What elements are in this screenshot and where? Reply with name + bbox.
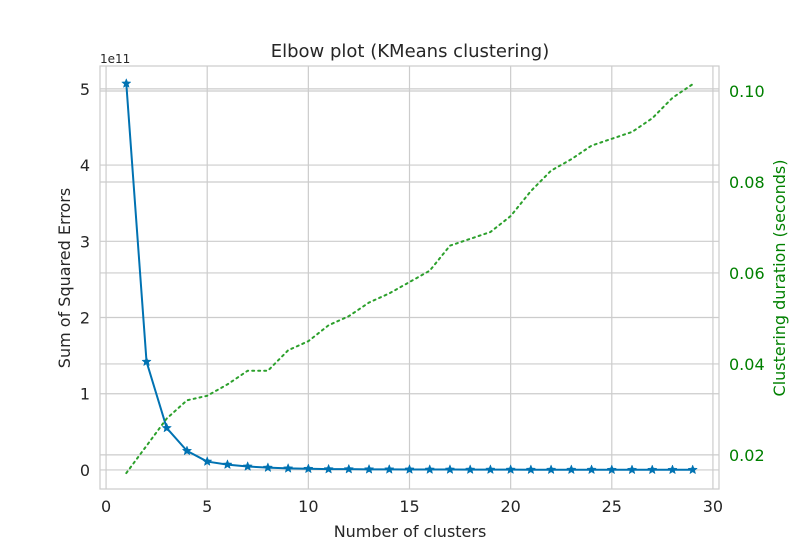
sse-point: [323, 463, 334, 474]
y2-tick-label: 0.06: [729, 264, 765, 283]
y-tick-label: 1: [80, 385, 90, 404]
sse-point: [161, 422, 172, 433]
grid-layer: [100, 66, 719, 489]
sse-point: [282, 462, 294, 473]
x-tick-label: 20: [500, 497, 520, 516]
series-layer: [121, 78, 698, 475]
sse-point: [505, 464, 516, 475]
y-tick-label: 3: [80, 232, 90, 251]
sse-point: [626, 464, 638, 475]
y-tick-label: 0: [80, 461, 90, 480]
x-tick-label: 30: [703, 497, 723, 516]
sse-point: [202, 456, 213, 466]
chart-title: Elbow plot (KMeans clustering): [271, 41, 550, 62]
y-axis-label: Sum of Squared Errors: [55, 188, 74, 368]
sse-point: [586, 464, 597, 475]
sse-point: [566, 464, 577, 475]
sse-point: [343, 463, 355, 474]
sse-point: [121, 78, 132, 88]
sse-point: [363, 463, 375, 474]
sse-point: [687, 464, 698, 475]
x-tick-label: 0: [101, 497, 111, 516]
y-axis-offset-label: 1e11: [100, 52, 130, 66]
sse-point: [181, 445, 193, 456]
y2-axis-label: Clustering duration (seconds): [770, 160, 789, 397]
x-tick-label: 5: [202, 497, 212, 516]
duration-series-line: [125, 83, 694, 475]
sse-point: [464, 464, 476, 475]
tick-layer: 0 5 10 15 20 25 30 0 1 2 3 4 5 0.02 0.04 0.06 0.08 0.10: [80, 80, 765, 516]
sse-point: [262, 462, 274, 473]
x-tick-label: 25: [602, 497, 622, 516]
y2-tick-label: 0.10: [729, 82, 765, 101]
sse-point: [222, 459, 233, 470]
sse-point: [525, 464, 537, 475]
x-tick-label: 15: [399, 497, 419, 516]
sse-point: [424, 464, 435, 474]
sse-point: [485, 464, 496, 475]
sse-point: [606, 464, 617, 475]
y-tick-label: 4: [80, 156, 90, 175]
sse-point: [444, 464, 456, 474]
sse-point: [141, 356, 152, 367]
sse-point: [545, 464, 557, 475]
sse-point: [384, 463, 395, 474]
y2-tick-label: 0.08: [729, 173, 765, 192]
sse-point: [667, 464, 678, 475]
sse-point: [404, 464, 415, 474]
sse-point: [242, 461, 253, 471]
y2-tick-label: 0.02: [729, 446, 765, 465]
sse-point: [647, 464, 658, 475]
x-tick-label: 10: [298, 497, 318, 516]
y-tick-label: 5: [80, 80, 90, 99]
sse-point: [303, 463, 314, 474]
plot-border: [99, 65, 720, 490]
y-tick-label: 2: [80, 309, 90, 328]
x-axis-label: Number of clusters: [334, 522, 487, 541]
y2-tick-label: 0.04: [729, 355, 765, 374]
axes-frame: [99, 65, 720, 490]
